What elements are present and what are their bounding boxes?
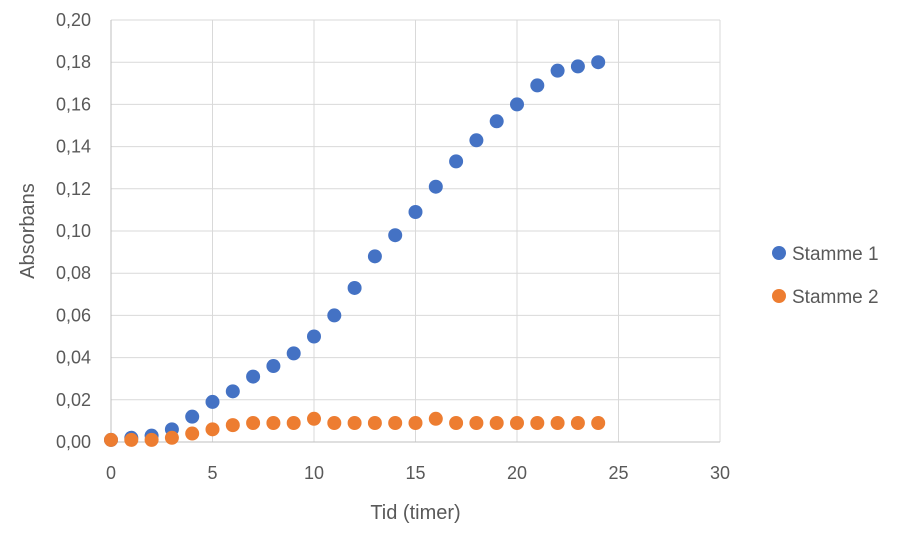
x-tick-label: 30: [710, 463, 730, 483]
legend-label: Stamme 1: [792, 244, 879, 265]
data-point: [266, 416, 281, 431]
data-point: [489, 416, 504, 431]
data-point: [388, 416, 403, 431]
legend-label: Stamme 2: [792, 287, 879, 308]
data-point: [347, 280, 362, 295]
y-tick-label: 0,20: [56, 10, 91, 30]
data-point: [185, 426, 200, 441]
data-point: [205, 422, 220, 437]
data-point: [388, 228, 403, 243]
data-point: [124, 432, 139, 447]
data-point: [225, 384, 240, 399]
data-point: [225, 418, 240, 433]
data-point: [469, 416, 484, 431]
legend-item: Stamme 2: [772, 287, 879, 308]
data-point: [307, 329, 321, 344]
y-tick-label: 0,14: [56, 137, 91, 157]
legend-marker: [772, 246, 786, 260]
data-point: [550, 416, 565, 431]
data-point: [164, 430, 179, 445]
data-point: [205, 394, 220, 409]
x-tick-label: 10: [304, 463, 324, 483]
data-point: [428, 179, 443, 194]
y-axis-title: Absorbans: [17, 183, 39, 279]
legend: Stamme 1 Stamme 2: [772, 244, 879, 308]
data-point: [469, 133, 484, 148]
data-point: [307, 411, 321, 426]
data-point: [347, 416, 362, 431]
data-point: [286, 346, 301, 361]
y-tick-label: 0,12: [56, 179, 91, 199]
data-point: [408, 205, 423, 220]
data-point: [489, 114, 504, 129]
x-tick-label: 25: [608, 463, 628, 483]
data-point: [246, 369, 261, 384]
x-tick-label: 15: [405, 463, 425, 483]
data-point: [510, 97, 524, 112]
x-tick-labels: 0 5 10 15 20 25 30: [106, 463, 730, 483]
data-point: [327, 416, 342, 431]
data-points: [104, 55, 606, 447]
y-tick-label: 0,06: [56, 305, 91, 325]
data-point: [570, 59, 585, 74]
data-point: [449, 154, 464, 169]
data-point: [104, 432, 118, 447]
data-point: [550, 63, 565, 78]
gridlines: [110, 19, 721, 443]
data-point: [286, 416, 301, 431]
y-tick-label: 0,16: [56, 94, 91, 114]
legend-item: Stamme 1: [772, 244, 879, 265]
data-point: [591, 416, 606, 431]
series-1: [104, 55, 606, 447]
x-tick-label: 5: [207, 463, 217, 483]
data-point: [530, 416, 545, 431]
y-tick-label: 0,08: [56, 263, 91, 283]
x-axis-title: Tid (timer): [370, 502, 460, 524]
data-point: [428, 411, 443, 426]
x-tick-label: 0: [106, 463, 116, 483]
data-point: [367, 416, 382, 431]
data-point: [408, 416, 423, 431]
data-point: [266, 359, 281, 374]
y-tick-label: 0,10: [56, 221, 91, 241]
data-point: [591, 55, 606, 70]
data-point: [449, 416, 464, 431]
y-tick-labels: 0,00 0,02 0,04 0,06 0,08 0,10 0,12 0,14 0,16 0,18…: [56, 10, 91, 452]
x-tick-label: 20: [507, 463, 527, 483]
y-tick-label: 0,18: [56, 52, 91, 72]
y-tick-label: 0,04: [56, 348, 91, 368]
data-point: [185, 409, 200, 424]
series-2: [104, 411, 606, 447]
data-point: [246, 416, 261, 431]
data-point: [367, 249, 382, 264]
data-point: [530, 78, 545, 93]
data-point: [327, 308, 342, 323]
data-point: [144, 432, 159, 447]
y-tick-label: 0,02: [56, 390, 91, 410]
y-tick-label: 0,00: [56, 432, 91, 452]
legend-marker: [772, 289, 786, 303]
data-point: [510, 416, 524, 431]
data-point: [570, 416, 585, 431]
